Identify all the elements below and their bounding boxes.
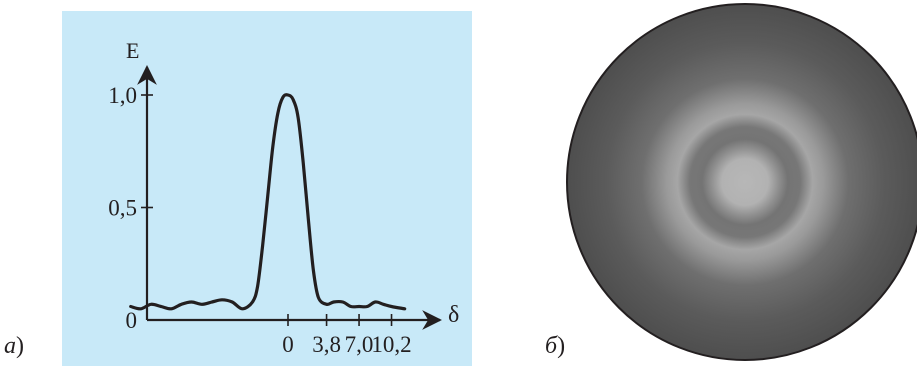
panel-b: б) bbox=[545, 3, 917, 361]
y-tick-label: 0,5 bbox=[108, 196, 137, 221]
panel-a-letter: а bbox=[4, 333, 16, 359]
panel-a: E δ 1,0 0,5 0 0 3,8 7,010,2 а) bbox=[4, 11, 472, 366]
x-tick-label: 3,8 bbox=[312, 332, 341, 357]
panel-a-label: а) bbox=[4, 333, 24, 359]
panel-b-letter: б bbox=[545, 333, 558, 359]
y-axis-label: E bbox=[126, 38, 139, 63]
y-tick-label: 1,0 bbox=[108, 83, 137, 108]
y-ticks: 1,0 0,5 0 bbox=[108, 83, 153, 333]
x-tick-label: 10,2 bbox=[371, 332, 411, 357]
intensity-curve bbox=[129, 93, 407, 311]
panel-b-paren: ) bbox=[557, 333, 565, 359]
x-tick-label: 7,0 bbox=[345, 332, 374, 357]
x-axis-label: δ bbox=[448, 302, 459, 328]
panel-b-label: б) bbox=[545, 333, 565, 359]
panel-a-paren: ) bbox=[16, 333, 24, 359]
x-tick-label: 0 bbox=[282, 332, 294, 357]
diffraction-disc bbox=[566, 3, 917, 361]
x-ticks: 0 3,8 7,010,2 bbox=[282, 314, 412, 357]
y-tick-label: 0 bbox=[126, 308, 138, 333]
